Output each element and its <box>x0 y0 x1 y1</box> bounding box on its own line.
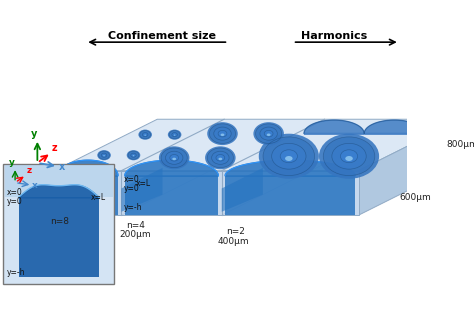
Ellipse shape <box>103 155 105 156</box>
Ellipse shape <box>138 130 152 140</box>
Text: z: z <box>26 166 31 175</box>
Bar <box>48 182 56 208</box>
Ellipse shape <box>127 150 140 160</box>
Polygon shape <box>55 171 121 215</box>
Ellipse shape <box>267 134 271 136</box>
Polygon shape <box>125 176 219 215</box>
Ellipse shape <box>143 133 148 137</box>
Ellipse shape <box>101 153 107 157</box>
Polygon shape <box>121 171 222 215</box>
Ellipse shape <box>172 133 177 137</box>
Polygon shape <box>222 171 358 215</box>
Ellipse shape <box>172 158 176 160</box>
Ellipse shape <box>340 150 357 163</box>
Text: n=2: n=2 <box>226 227 245 236</box>
Ellipse shape <box>332 143 366 169</box>
Text: y=-h: y=-h <box>124 203 143 212</box>
Bar <box>5 166 113 198</box>
Ellipse shape <box>161 148 187 167</box>
Ellipse shape <box>285 156 292 161</box>
Ellipse shape <box>219 158 222 160</box>
Polygon shape <box>225 160 355 176</box>
Text: x=L: x=L <box>91 193 106 202</box>
Ellipse shape <box>144 135 146 136</box>
Text: x: x <box>32 181 38 190</box>
Ellipse shape <box>174 135 175 136</box>
Polygon shape <box>225 176 355 215</box>
Ellipse shape <box>131 153 136 157</box>
Ellipse shape <box>97 150 111 160</box>
Ellipse shape <box>323 137 375 176</box>
Polygon shape <box>125 160 219 176</box>
Ellipse shape <box>169 131 180 139</box>
Ellipse shape <box>170 155 179 161</box>
Text: x=0: x=0 <box>124 175 140 184</box>
Text: n=8: n=8 <box>50 217 69 226</box>
Text: y=0: y=0 <box>124 184 140 193</box>
Ellipse shape <box>128 151 139 159</box>
Polygon shape <box>304 120 364 134</box>
Ellipse shape <box>254 122 284 145</box>
Ellipse shape <box>168 130 182 140</box>
Ellipse shape <box>214 127 231 140</box>
Ellipse shape <box>255 124 282 143</box>
Ellipse shape <box>207 122 238 145</box>
Bar <box>3 164 114 284</box>
Ellipse shape <box>260 127 277 140</box>
Ellipse shape <box>159 146 190 169</box>
Polygon shape <box>358 119 461 215</box>
Text: Confinement size: Confinement size <box>109 31 217 41</box>
Text: 200μm: 200μm <box>119 230 151 239</box>
Bar <box>18 198 99 277</box>
Polygon shape <box>55 119 461 171</box>
Text: Harmonics: Harmonics <box>301 31 367 41</box>
Ellipse shape <box>216 155 225 161</box>
Text: x=L: x=L <box>136 179 151 188</box>
Ellipse shape <box>220 134 224 136</box>
Ellipse shape <box>207 148 233 167</box>
Text: y=0: y=0 <box>7 197 22 206</box>
Text: y=-h: y=-h <box>7 268 25 277</box>
Ellipse shape <box>263 137 315 176</box>
Text: z: z <box>52 143 57 153</box>
Ellipse shape <box>140 131 151 139</box>
Text: 600μm: 600μm <box>400 193 431 202</box>
Ellipse shape <box>211 151 229 164</box>
Polygon shape <box>364 120 424 134</box>
Ellipse shape <box>133 155 134 156</box>
Ellipse shape <box>218 130 227 137</box>
Text: y: y <box>30 129 37 139</box>
Ellipse shape <box>272 143 306 169</box>
Text: 800μm: 800μm <box>446 140 474 149</box>
Ellipse shape <box>205 146 236 169</box>
Ellipse shape <box>210 124 236 143</box>
Ellipse shape <box>259 134 319 179</box>
Ellipse shape <box>165 151 183 164</box>
Text: x: x <box>59 162 65 172</box>
Text: 400μm: 400μm <box>218 237 249 246</box>
Polygon shape <box>58 176 118 215</box>
Text: n=4: n=4 <box>126 221 145 230</box>
Polygon shape <box>222 168 263 212</box>
Ellipse shape <box>345 156 353 161</box>
Ellipse shape <box>264 130 273 137</box>
Polygon shape <box>48 178 61 182</box>
Text: x=0: x=0 <box>7 188 22 197</box>
Ellipse shape <box>319 134 379 179</box>
Ellipse shape <box>280 150 297 163</box>
Polygon shape <box>121 168 163 212</box>
Text: y: y <box>9 158 15 167</box>
Ellipse shape <box>99 151 109 159</box>
Polygon shape <box>58 160 118 176</box>
